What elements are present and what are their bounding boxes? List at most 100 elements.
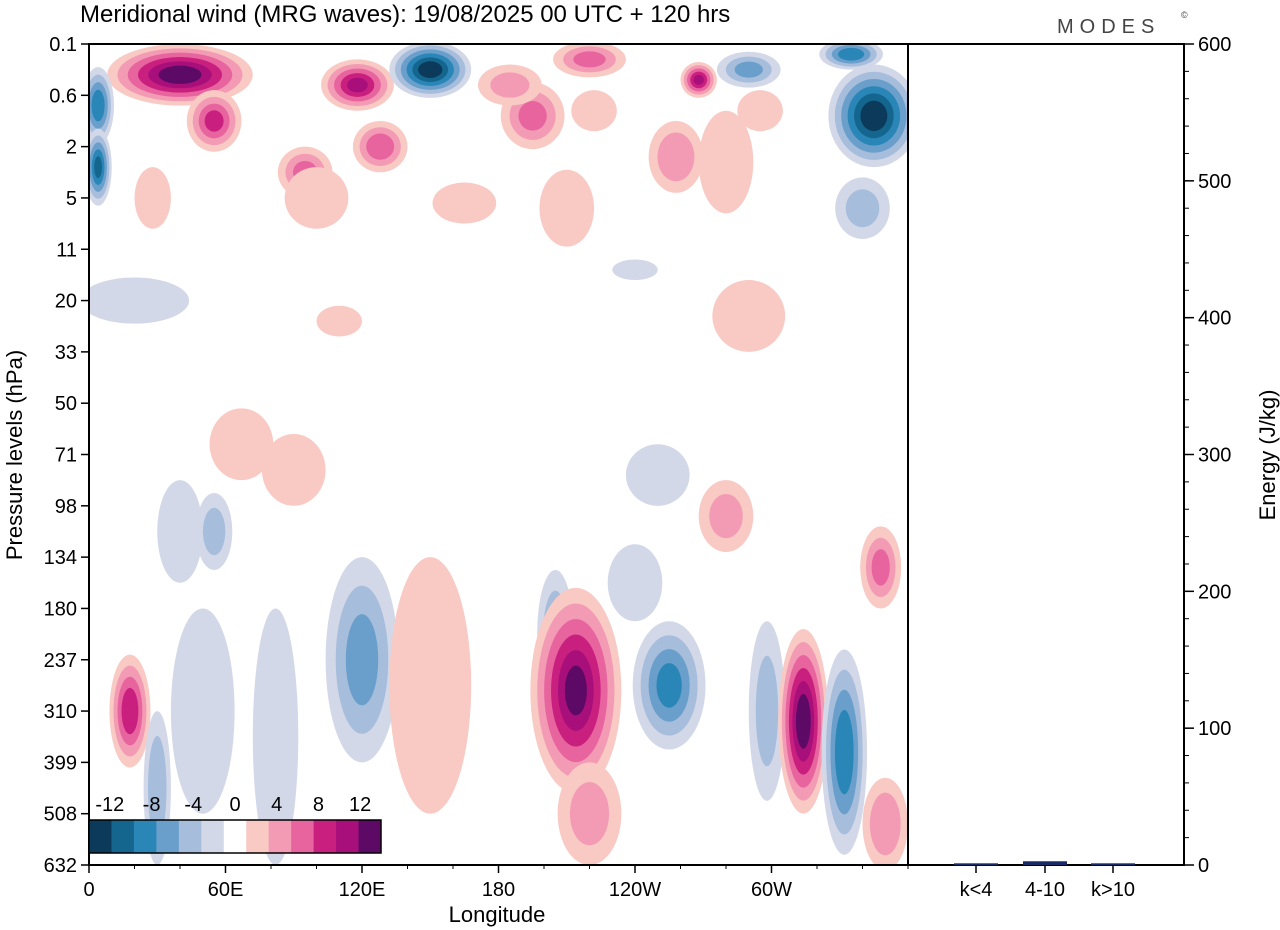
- colorbar-swatch: [336, 820, 360, 853]
- colorbar-swatch: [223, 820, 247, 853]
- contour-42-pos2: [284, 167, 349, 229]
- colorbar-label: -4: [184, 794, 202, 816]
- colorbar-label: 4: [271, 794, 282, 816]
- y-tick-label: 508: [44, 804, 77, 826]
- colorbar-label: 8: [313, 794, 324, 816]
- colorbar-swatch: [89, 820, 112, 853]
- energy-category-label: 4-10: [1025, 879, 1065, 901]
- contour-44-pos2: [539, 169, 595, 247]
- colorbar-label: 0: [229, 794, 240, 816]
- contour-33-pos4: [490, 72, 530, 98]
- brand-mark: ©: [1181, 10, 1188, 20]
- colorbar-swatch: [178, 820, 202, 853]
- y-tick-label: 399: [44, 752, 77, 774]
- y-tick-label: 0.1: [49, 34, 77, 56]
- contour-18-pos6: [871, 549, 890, 586]
- colorbar: -12 -8 -4 0 4 8 12: [88, 794, 382, 854]
- contour-14-pos4: [709, 493, 743, 539]
- contour-1-neg4: [148, 735, 167, 841]
- colorbar-swatch: [358, 820, 382, 853]
- colorbar-swatch: [201, 820, 225, 853]
- contour-26-pos10: [347, 77, 368, 93]
- y-tick-label: 20: [55, 291, 77, 313]
- y-tick-label: 237: [44, 650, 77, 672]
- contour-3-neg2: [170, 608, 235, 814]
- contour-5-neg2: [252, 608, 299, 865]
- colorbar-swatch: [313, 820, 337, 853]
- colorbar-swatch: [111, 820, 135, 853]
- energy-bar: [1023, 861, 1067, 865]
- contour-24-neg8: [91, 89, 105, 122]
- contour-15-neg4: [755, 655, 779, 767]
- contour-0-pos8: [121, 687, 139, 735]
- y-tick-label: 50: [55, 393, 77, 415]
- contour-47-pos2: [712, 280, 786, 352]
- contour-34-pos10: [693, 74, 704, 86]
- energy-tick-label: 400: [1198, 308, 1231, 330]
- contour-45-neg2: [89, 277, 190, 324]
- y-tick-label: 98: [55, 496, 77, 518]
- energy-tick-label: 0: [1198, 855, 1209, 877]
- energy-bars: k<4 4-10 k>10: [954, 861, 1135, 901]
- contour-38-neg8: [838, 47, 865, 61]
- contour-32-pos2: [571, 90, 617, 132]
- contour-25-neg10: [94, 156, 102, 179]
- contour-31-pos6: [573, 51, 606, 68]
- contour-19-pos4: [869, 792, 901, 856]
- y-tick-label: 0.6: [49, 85, 77, 107]
- y-tick-label: 33: [55, 342, 77, 364]
- energy-y-axis: 0 100 200 300 400 500 600: [1184, 34, 1231, 877]
- y-tick-label: 632: [44, 855, 77, 877]
- x-axis-label: Longitude: [449, 902, 546, 927]
- y-tick-label: 2: [66, 137, 77, 159]
- y-tick-label: 180: [44, 598, 77, 620]
- energy-tick-label: 200: [1198, 581, 1231, 603]
- heatmap-layers: [89, 44, 908, 865]
- y-tick-label: 71: [55, 445, 77, 467]
- contour-20-pos2: [261, 433, 326, 506]
- energy-tick-label: 300: [1198, 445, 1231, 467]
- contour-40-pos2: [737, 90, 783, 132]
- contour-37-neg12: [860, 100, 888, 132]
- x-tick-label: 180: [482, 879, 515, 901]
- contour-27-neg12: [418, 61, 443, 79]
- x-tick-label: 60E: [208, 879, 244, 901]
- colorbar-swatch: [291, 820, 315, 853]
- colorbar-swatch: [268, 820, 292, 853]
- energy-tick-label: 600: [1198, 34, 1231, 56]
- contour-21-neg2: [625, 444, 690, 506]
- colorbar-label: -8: [143, 794, 161, 816]
- y-tick-label: 5: [66, 188, 77, 210]
- x-tick-label: 120W: [609, 879, 661, 901]
- energy-bar: [954, 863, 998, 866]
- y-axis-label: Pressure levels (hPa): [2, 350, 27, 560]
- y-tick-label: 310: [44, 701, 77, 723]
- x-tick-label: 120E: [339, 879, 386, 901]
- energy-bar: [1091, 863, 1135, 866]
- chart-title: Meridional wind (MRG waves): 19/08/2025 …: [80, 1, 730, 28]
- contour-41-pos2: [432, 182, 497, 224]
- contour-12-neg8: [656, 663, 682, 708]
- contour-39-neg4: [845, 189, 880, 228]
- contour-22-pos12: [158, 65, 202, 84]
- y-axis-pressure: 0.1 0.6 2 5 11 20 33 50 71 98 134 180 237 310 399 508 63…: [44, 34, 89, 877]
- contour-10-pos12: [564, 665, 587, 716]
- contour-6-pos2: [209, 408, 274, 481]
- colorbar-swatch: [156, 820, 180, 853]
- y-tick-label: 134: [44, 547, 77, 569]
- energy-panel: k<4 4-10 k>10 0 100 200 300 400 500 600: [907, 34, 1231, 901]
- contour-28-pos6: [366, 133, 395, 160]
- energy-tick-label: 100: [1198, 718, 1231, 740]
- energy-tick-label: 500: [1198, 171, 1231, 193]
- contour-49-neg2: [612, 259, 658, 281]
- x-axis-longitude: 0 60E 120E 180 120W 60W: [83, 865, 909, 901]
- energy-frame: [907, 43, 1185, 866]
- colorbar-frame: [88, 819, 382, 854]
- y-tick-label: 11: [56, 239, 77, 261]
- contour-23-pos8: [204, 110, 224, 132]
- contour-11-pos4: [569, 782, 610, 846]
- colorbar-swatch: [133, 820, 157, 853]
- contour-48-pos2: [698, 110, 754, 214]
- colorbar-label: -12: [95, 794, 124, 816]
- heatmap-area: [88, 43, 909, 866]
